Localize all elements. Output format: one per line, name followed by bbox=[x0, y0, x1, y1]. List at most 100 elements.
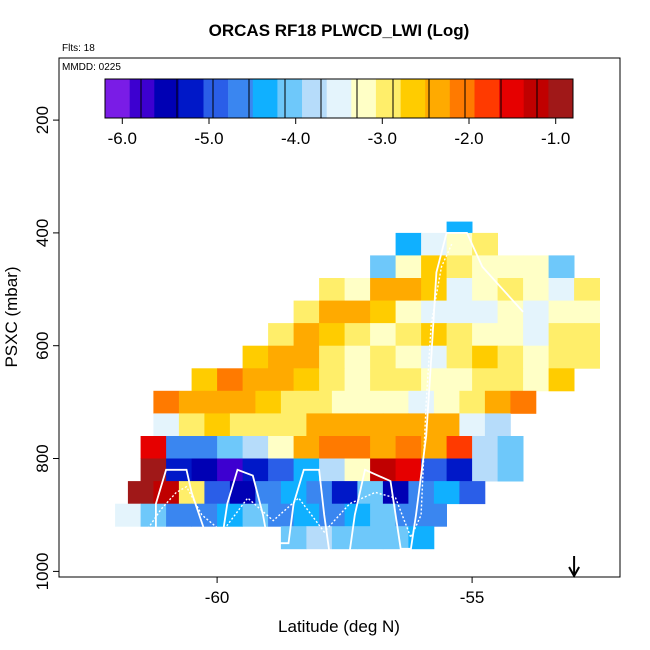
colorbar-swatch bbox=[252, 79, 278, 118]
heatmap-cell bbox=[421, 278, 447, 301]
heatmap-cell bbox=[191, 368, 218, 392]
heatmap-cell bbox=[140, 436, 167, 459]
heatmap-cell bbox=[421, 232, 447, 256]
x-tick-label: -55 bbox=[460, 588, 485, 607]
heatmap-cell bbox=[319, 300, 345, 324]
heatmap-cell bbox=[472, 345, 498, 369]
heatmap-cell bbox=[408, 390, 435, 414]
colorbar-tick-label: -2.0 bbox=[454, 129, 483, 148]
heatmap-cell bbox=[370, 255, 396, 279]
heatmap-cell bbox=[421, 458, 447, 482]
heatmap-cell bbox=[370, 503, 396, 527]
heatmap-cell bbox=[268, 503, 294, 527]
colorbar-tick-label: -3.0 bbox=[368, 129, 397, 148]
heatmap-cell bbox=[153, 413, 180, 437]
colorbar-swatch bbox=[178, 79, 204, 118]
heatmap-cell bbox=[382, 526, 409, 550]
heatmap-cell bbox=[229, 413, 256, 437]
heatmap-cell bbox=[293, 436, 320, 459]
heatmap-cell bbox=[395, 436, 422, 459]
heatmap-cell bbox=[204, 390, 231, 414]
heatmap-cell bbox=[421, 323, 447, 347]
colorbar-swatch bbox=[277, 79, 303, 118]
y-tick-label: 400 bbox=[33, 219, 52, 247]
heatmap-cell bbox=[459, 390, 486, 414]
heatmap-cell bbox=[446, 232, 473, 256]
x-tick-label: -60 bbox=[205, 588, 230, 607]
heatmap-cell bbox=[548, 345, 575, 369]
heatmap-cell bbox=[268, 458, 294, 482]
heatmap-cell bbox=[344, 300, 371, 324]
heatmap-cell bbox=[510, 390, 537, 414]
heatmap-cell bbox=[319, 458, 345, 482]
plot-frame bbox=[58, 57, 621, 578]
heatmap-cell bbox=[497, 368, 524, 392]
heatmap-cell bbox=[370, 368, 396, 392]
heatmap-cell bbox=[268, 368, 294, 392]
heatmap-cell bbox=[382, 390, 409, 414]
heatmap-cell bbox=[242, 345, 269, 369]
heatmap-cell bbox=[268, 436, 294, 459]
heatmap-cell bbox=[166, 503, 192, 527]
heatmap-cell bbox=[472, 255, 498, 279]
heatmap-cell bbox=[178, 390, 205, 414]
colorbar-tick-label: -1.0 bbox=[541, 129, 570, 148]
heatmap-cell bbox=[433, 481, 460, 505]
date-note: MMDD: 0225 bbox=[62, 62, 121, 73]
heatmap-cell bbox=[140, 458, 167, 482]
heatmap-cell bbox=[472, 232, 498, 256]
heatmap-cell bbox=[523, 255, 549, 279]
heatmap-cell bbox=[153, 390, 180, 414]
heatmap-cell bbox=[357, 390, 384, 414]
heatmap-cell bbox=[357, 526, 384, 550]
heatmap-cell bbox=[280, 526, 307, 550]
heatmap-cell bbox=[293, 300, 320, 324]
heatmap-cell bbox=[331, 413, 358, 437]
y-tick-label: 800 bbox=[33, 444, 52, 472]
heatmap-cell bbox=[370, 345, 396, 369]
heatmap-cell bbox=[255, 481, 282, 505]
heatmap-cell bbox=[523, 300, 549, 324]
heatmap-cell bbox=[395, 232, 422, 256]
heatmap-cell bbox=[229, 390, 256, 414]
colorbar-swatch bbox=[449, 79, 475, 118]
heatmap-cell bbox=[523, 278, 549, 301]
heatmap-cell bbox=[191, 503, 218, 527]
heatmap-cell bbox=[446, 345, 473, 369]
heatmap-cell bbox=[382, 413, 409, 437]
heatmap-cell bbox=[446, 458, 473, 482]
heatmap-cell bbox=[497, 436, 524, 459]
heatmap-cell bbox=[242, 458, 269, 482]
y-tick-label: 200 bbox=[33, 106, 52, 134]
heatmap-cell bbox=[370, 436, 396, 459]
heatmap-cell bbox=[548, 255, 575, 279]
heatmap-cell bbox=[484, 390, 511, 414]
heatmap-cell bbox=[204, 481, 231, 505]
heatmap-cell bbox=[306, 413, 333, 437]
heatmap-cell bbox=[319, 278, 345, 301]
y-axis: 200 400 600 800 1000 bbox=[33, 106, 59, 590]
heatmap-cell bbox=[217, 436, 243, 459]
heatmap-cell bbox=[472, 458, 498, 482]
heatmap-cell bbox=[242, 436, 269, 459]
y-axis-label: PSXC (mbar) bbox=[2, 266, 21, 367]
heatmap-cell bbox=[395, 345, 422, 369]
colorbar-swatch bbox=[523, 79, 549, 118]
heatmap-cell bbox=[306, 481, 333, 505]
heatmap-cell bbox=[115, 503, 141, 527]
colorbar-swatch bbox=[326, 79, 352, 118]
heatmap-cell bbox=[242, 368, 269, 392]
chart-title: ORCAS RF18 PLWCD_LWI (Log) bbox=[209, 21, 470, 40]
heatmap-cell bbox=[433, 413, 460, 437]
heatmap-cell bbox=[178, 413, 205, 437]
heatmap-cell bbox=[497, 345, 524, 369]
heatmap-cell bbox=[204, 413, 231, 437]
heatmap-cell bbox=[319, 345, 345, 369]
heatmap-cell bbox=[574, 300, 600, 324]
flight-track-dotted bbox=[145, 243, 453, 540]
colorbar-swatch bbox=[548, 79, 574, 118]
colorbar-border bbox=[104, 78, 574, 119]
heatmap-cell bbox=[523, 345, 549, 369]
colorbar-ticks: -6.0 -5.0 -4.0 -3.0 -2.0 -1.0 bbox=[108, 118, 570, 148]
heatmap-cell bbox=[446, 255, 473, 279]
